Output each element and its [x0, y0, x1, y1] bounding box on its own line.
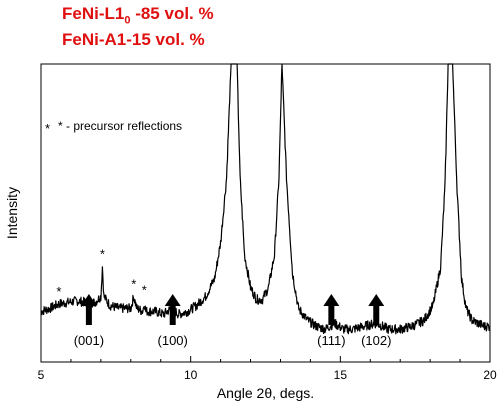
precursor-star-markers: * * * * * — [45, 121, 147, 299]
plot-frame — [40, 63, 491, 363]
phase-l10-subscript: 0 — [124, 14, 131, 27]
up-arrow-icon — [80, 294, 97, 325]
phase-line-1: FeNi-L10 -85 vol. % — [62, 4, 214, 26]
x-tick-label: 10 — [184, 368, 198, 382]
x-axis-label: Angle 2θ, degs. — [217, 385, 314, 401]
reflection-arrow: (100) — [158, 294, 188, 348]
phase-l10-fraction: -85 vol. % — [130, 4, 214, 23]
phase-line-2: FeNi-A1-15 vol. % — [62, 30, 205, 50]
xrd-pattern-line — [40, 63, 491, 335]
precursor-annotation: * - precursor reflections — [58, 119, 182, 133]
up-arrow-icon — [368, 294, 385, 325]
reflection-label: (102) — [361, 333, 391, 348]
x-tick-label: 20 — [483, 368, 497, 382]
precursor-star-marker: * — [142, 282, 147, 297]
reflection-label: (111) — [317, 333, 345, 348]
x-axis-ticks: 5 10 15 20 — [38, 356, 497, 382]
x-tick-label: 15 — [334, 368, 348, 382]
precursor-star-marker: * — [100, 247, 105, 262]
reflection-arrows: (001) (100) (111) (102) — [74, 294, 391, 348]
x-tick-label: 5 — [38, 368, 45, 382]
phase-l10-label: FeNi-L1 — [62, 4, 125, 23]
precursor-star-marker: * — [56, 284, 61, 299]
reflection-arrow: (001) — [74, 294, 104, 348]
reflection-arrow: (111) — [317, 294, 346, 348]
y-axis-label: Intensity — [4, 187, 20, 239]
up-arrow-icon — [323, 294, 340, 325]
phase-a1-label: FeNi-A1-15 vol. % — [62, 30, 205, 49]
reflection-label: (100) — [158, 333, 188, 348]
up-arrow-icon — [164, 294, 181, 325]
reflection-label: (001) — [74, 333, 104, 348]
reflection-arrow: (102) — [361, 294, 391, 348]
annotation-star-icon: * — [45, 121, 50, 136]
precursor-star-marker: * — [131, 276, 136, 291]
